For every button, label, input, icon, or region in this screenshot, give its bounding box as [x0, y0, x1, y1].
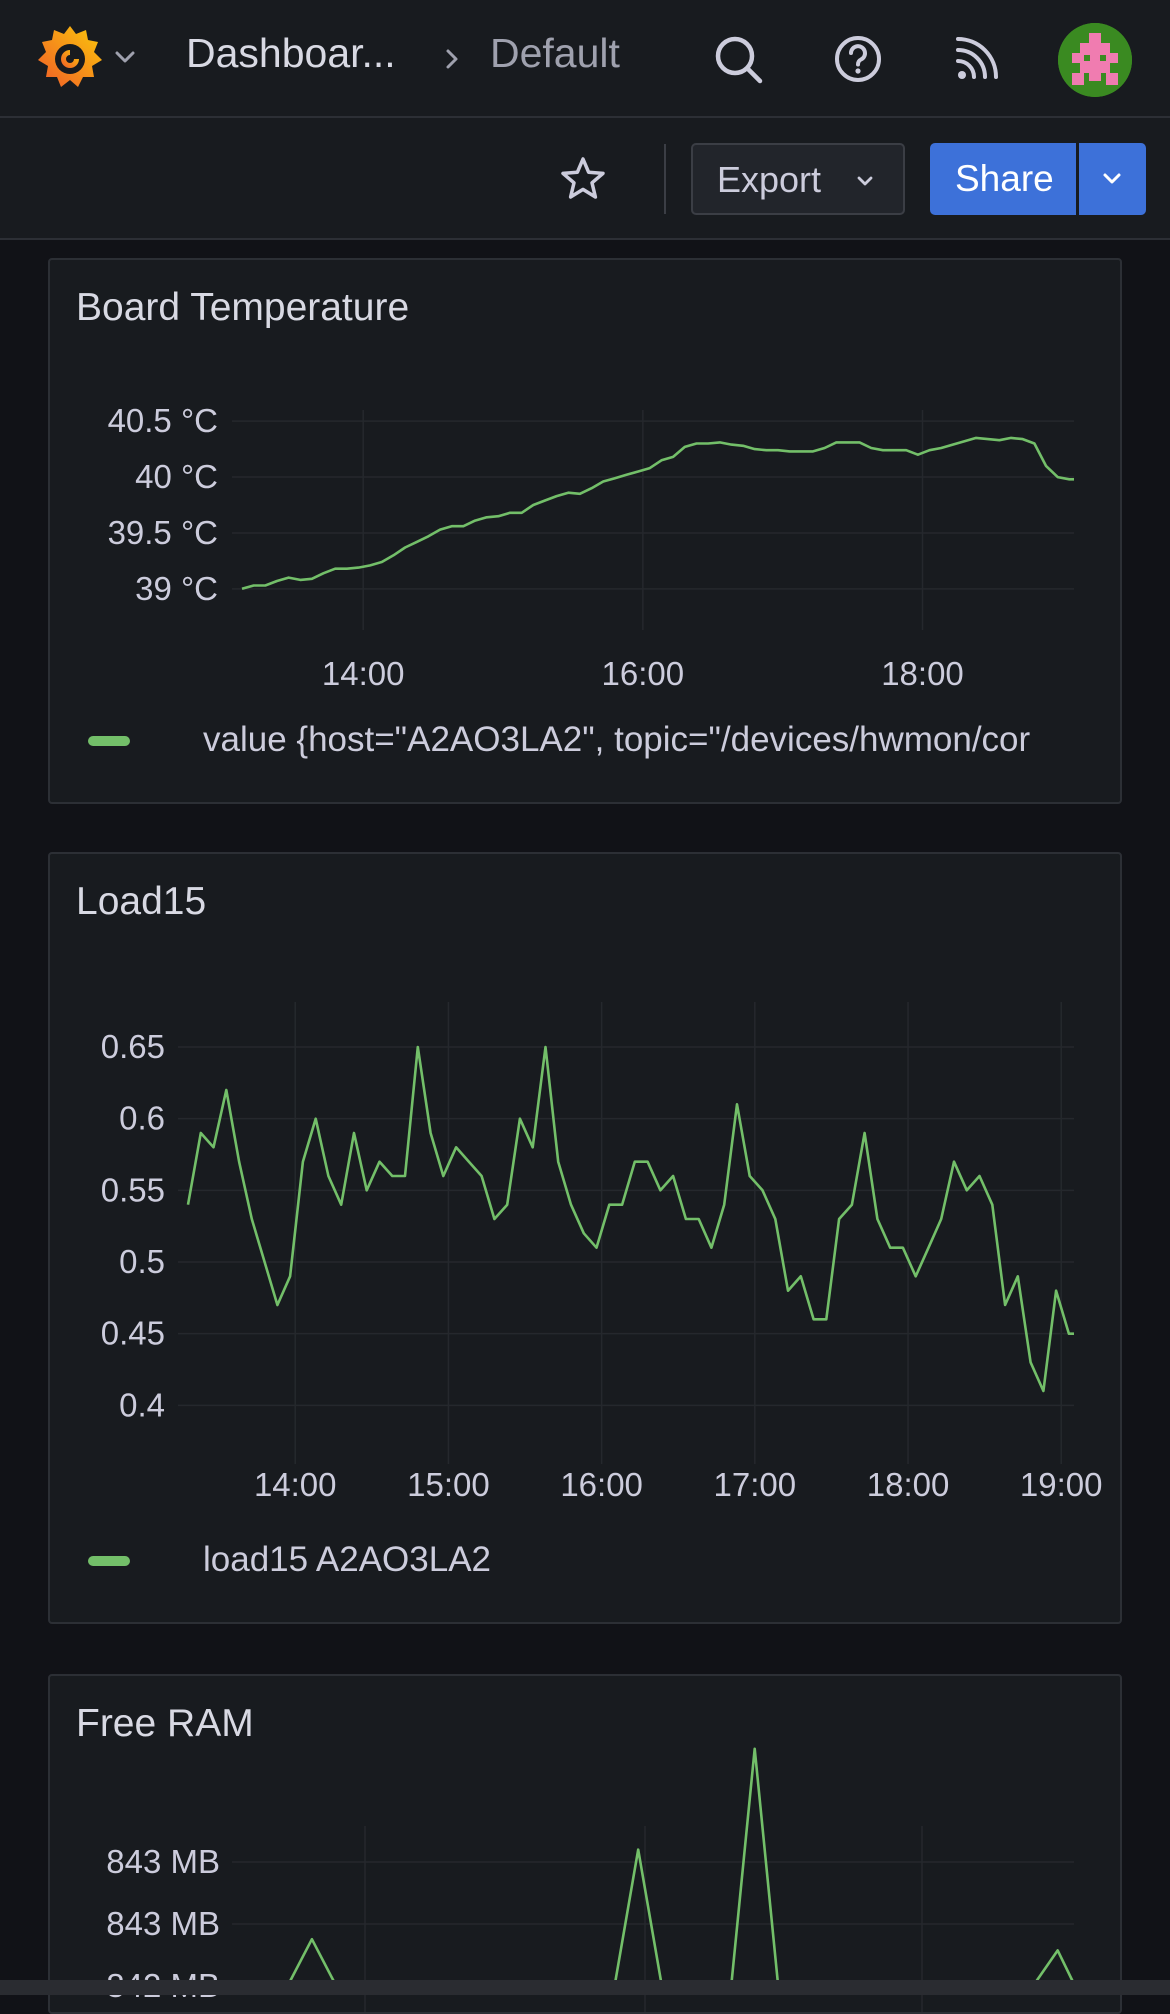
series-line[interactable]	[241, 436, 1074, 591]
toolbar-divider	[664, 144, 666, 214]
y-tick-label: 0.6	[119, 1100, 165, 1137]
top-nav: Dashboar... Default	[0, 0, 1170, 118]
legend-label: value {host="A2AO3LA2", topic="/devices/…	[203, 720, 1031, 759]
y-tick-label: 0.5	[119, 1243, 165, 1280]
search-icon[interactable]	[710, 31, 766, 87]
load15-chart[interactable]: 0.4 0.45 0.5 0.55 0.6 0.65 14:00 15:00 16:00 17:0…	[50, 854, 1120, 1622]
panel-board-temperature[interactable]: Board Temperature 39 °C 39.5 °C 40 °C 40.5 …	[48, 258, 1122, 804]
breadcrumb-dashboards[interactable]: Dashboar...	[186, 30, 396, 76]
x-tick-label: 18:00	[881, 655, 964, 692]
x-tick-label: 15:00	[407, 1466, 490, 1503]
board-temperature-chart[interactable]: 39 °C 39.5 °C 40 °C 40.5 °C 14:00 16:00 18:00	[50, 260, 1120, 802]
y-tick-label: 40.5 °C	[108, 402, 218, 439]
panel-load15[interactable]: Load15 0.4 0.45 0.5 0.55 0.6 0.65 14:00 15:00 16…	[48, 852, 1122, 1624]
panel-title: Board Temperature	[76, 286, 410, 329]
breadcrumb-current: Default	[490, 30, 620, 76]
y-tick-label: 843 MB	[106, 1905, 220, 1942]
series-line[interactable]	[242, 1747, 1076, 1986]
rss-icon[interactable]	[948, 31, 1004, 87]
share-button-label: Share	[955, 158, 1054, 199]
x-tick-label: 18:00	[867, 1466, 950, 1503]
chevron-down-icon	[1103, 173, 1121, 184]
export-button-label: Export	[717, 159, 822, 200]
y-tick-label: 40 °C	[135, 458, 218, 495]
y-tick-label: 0.65	[101, 1028, 165, 1065]
x-tick-label: 14:00	[254, 1466, 337, 1503]
x-tick-label: 16:00	[602, 655, 685, 692]
chevron-down-icon	[857, 176, 873, 186]
avatar-identicon-icon	[1058, 23, 1132, 97]
legend-label: load15 A2AO3LA2	[203, 1540, 492, 1579]
x-tick-label: 16:00	[560, 1466, 643, 1503]
y-tick-label: 39 °C	[135, 570, 218, 607]
panel-title: Free RAM	[76, 1702, 254, 1745]
panel-title: Load15	[76, 880, 207, 923]
y-tick-label: 0.4	[119, 1386, 165, 1423]
legend-swatch	[88, 736, 130, 746]
star-icon[interactable]	[558, 154, 608, 204]
y-tick-label: 0.45	[101, 1315, 165, 1352]
avatar[interactable]	[1058, 23, 1132, 97]
grafana-logo-icon[interactable]	[34, 22, 106, 94]
dashboard-toolbar: Export Share	[0, 118, 1170, 240]
series-line[interactable]	[186, 1045, 1074, 1393]
x-tick-label: 19:00	[1020, 1466, 1103, 1503]
y-tick-label: 39.5 °C	[108, 514, 218, 551]
chevron-down-icon[interactable]	[112, 44, 138, 70]
bottom-scroll-edge	[0, 1980, 1170, 1995]
x-tick-label: 17:00	[714, 1466, 797, 1503]
export-button[interactable]: Export	[691, 143, 905, 215]
y-tick-label: 0.55	[101, 1171, 165, 1208]
y-tick-label: 843 MB	[106, 1843, 220, 1880]
help-icon[interactable]	[830, 31, 886, 87]
x-tick-label: 14:00	[322, 655, 405, 692]
legend-swatch	[88, 1556, 130, 1566]
share-options-button[interactable]	[1079, 143, 1146, 215]
chevron-right-icon	[446, 49, 458, 69]
share-button[interactable]: Share	[930, 143, 1076, 215]
